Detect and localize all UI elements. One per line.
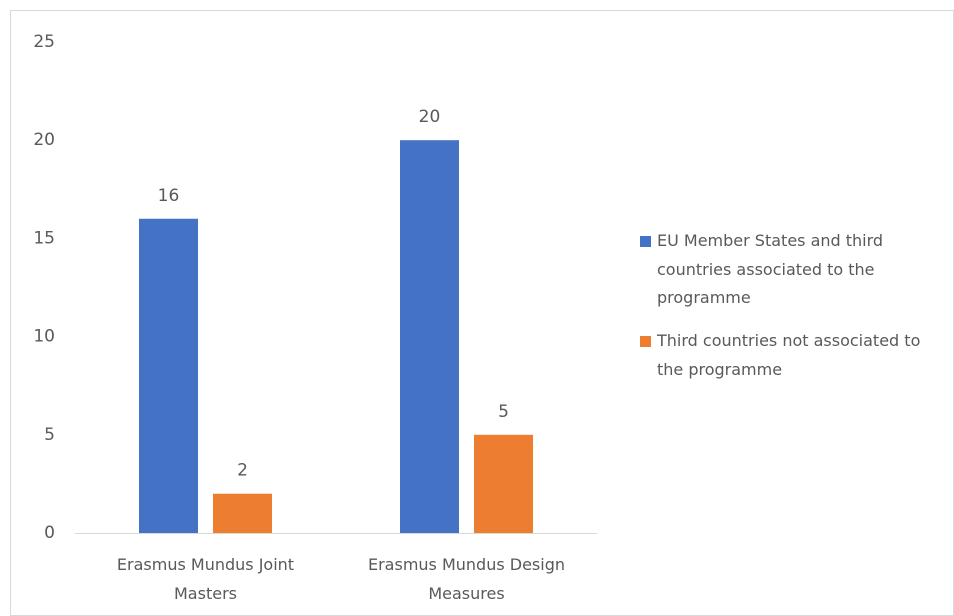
bar	[139, 218, 198, 533]
legend-swatch	[640, 236, 651, 247]
legend-swatch	[640, 336, 651, 347]
y-tick-label: 0	[44, 523, 55, 543]
data-label: 2	[237, 461, 248, 481]
data-label: 16	[158, 186, 180, 206]
legend-item: EU Member States and third countries ass…	[640, 227, 950, 313]
y-tick-label: 20	[33, 130, 55, 150]
bar	[474, 434, 533, 533]
y-tick-label: 5	[44, 425, 55, 445]
y-tick-label: 15	[33, 228, 55, 248]
x-tick-label: Erasmus Mundus Design Measures	[367, 555, 566, 603]
legend-item: Third countries not associated to the pr…	[640, 327, 950, 384]
legend-label: EU Member States and third countries ass…	[657, 231, 884, 307]
legend-label: Third countries not associated to the pr…	[657, 331, 921, 379]
x-tick-label: Erasmus Mundus Joint Masters	[116, 555, 295, 603]
bar	[400, 140, 459, 533]
data-label: 20	[419, 107, 441, 127]
y-tick-label: 25	[33, 32, 55, 52]
bar	[213, 493, 272, 533]
y-tick-label: 10	[33, 327, 55, 347]
data-label: 5	[498, 402, 509, 422]
